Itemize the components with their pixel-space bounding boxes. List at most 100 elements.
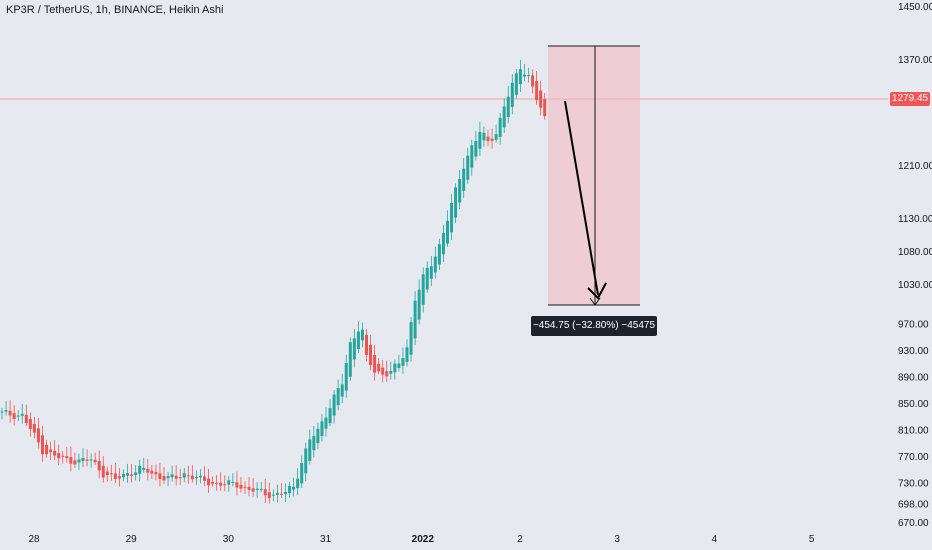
candle-bullish <box>320 421 324 436</box>
candle-bullish <box>182 473 186 478</box>
candle-bearish <box>490 138 494 141</box>
candle-bullish <box>77 459 81 463</box>
candle-bullish <box>450 202 454 233</box>
x-tick-label: 4 <box>712 534 718 545</box>
candle-bullish <box>4 410 8 412</box>
candle-bullish <box>271 494 275 496</box>
candle-bullish <box>360 329 364 341</box>
candle-bullish <box>348 342 352 377</box>
candle-bearish <box>93 459 97 463</box>
y-tick-label: 1030.00 <box>898 280 932 291</box>
candle-bullish <box>227 480 231 485</box>
candle-bearish <box>535 80 539 101</box>
candle-bearish <box>223 484 227 486</box>
candle-bearish <box>263 489 267 496</box>
candle-bearish <box>267 492 271 499</box>
candle-bullish <box>138 465 142 474</box>
candle-bearish <box>130 474 134 476</box>
x-tick-label: 30 <box>223 534 235 545</box>
candle-bearish <box>174 475 178 479</box>
y-tick-label: 850.00 <box>898 399 929 410</box>
candle-bearish <box>8 410 12 416</box>
candle-bearish <box>219 482 223 486</box>
candle-bearish <box>243 486 247 488</box>
candle-bullish <box>142 467 146 470</box>
candlestick-series <box>0 59 547 504</box>
candle-bullish <box>81 458 85 461</box>
candle-bullish <box>498 117 502 137</box>
candle-bullish <box>510 82 514 107</box>
candle-bullish <box>255 488 259 490</box>
candle-bullish <box>433 256 437 273</box>
candle-bullish <box>393 363 397 373</box>
candle-bullish <box>466 155 470 180</box>
candle-bullish <box>20 413 24 416</box>
candle-bearish <box>279 493 283 495</box>
price-range-measure <box>548 45 640 306</box>
candle-bullish <box>458 179 462 203</box>
candle-bullish <box>470 145 474 168</box>
candle-bearish <box>105 471 109 476</box>
candle-bearish <box>162 476 166 481</box>
y-tick-label: 770.00 <box>898 452 929 463</box>
candle-bullish <box>284 491 287 495</box>
candle-bullish <box>170 474 174 478</box>
candle-bullish <box>0 411 4 413</box>
candle-bearish <box>150 470 154 474</box>
candle-bullish <box>417 289 421 320</box>
price-axis: 1450.00 1370.00 1210.00 1130.00 1080.00 1030.… <box>898 2 932 529</box>
candle-bullish <box>506 96 510 118</box>
candle-bearish <box>73 460 77 465</box>
candle-bullish <box>441 232 445 255</box>
candle-bullish <box>89 459 93 461</box>
candle-bullish <box>198 475 202 478</box>
x-tick-label: 28 <box>28 534 40 545</box>
candle-bullish <box>336 388 340 406</box>
candle-bearish <box>97 460 101 471</box>
candle-bearish <box>158 473 162 479</box>
y-tick-label: 970.00 <box>898 320 929 331</box>
candle-bearish <box>239 484 243 489</box>
candle-bearish <box>69 457 73 464</box>
candle-bearish <box>146 468 150 473</box>
candle-bullish <box>312 436 316 451</box>
candle-bullish <box>304 448 308 474</box>
candle-bullish <box>409 322 413 355</box>
x-tick-label: 31 <box>320 534 332 545</box>
measure-label: −454.75 (−32.80%) −45475 <box>531 316 657 336</box>
candle-bearish <box>24 414 28 423</box>
candle-bearish <box>373 355 377 373</box>
candle-bearish <box>385 371 389 377</box>
candle-bearish <box>36 428 40 443</box>
candle-bullish <box>328 408 332 424</box>
candle-bullish <box>478 131 482 149</box>
candle-bullish <box>502 106 506 128</box>
candle-bullish <box>332 394 336 416</box>
candle-bullish <box>397 363 401 369</box>
y-tick-label: 1080.00 <box>898 247 932 258</box>
y-tick-label: 1370.00 <box>898 55 932 66</box>
y-tick-label: 810.00 <box>898 426 929 437</box>
candle-bearish <box>101 465 105 478</box>
candle-bullish <box>316 428 320 444</box>
candle-bullish <box>122 474 125 478</box>
candle-bullish <box>429 266 433 279</box>
candle-bearish <box>57 453 61 459</box>
candle-bullish <box>401 358 405 366</box>
candle-bullish <box>425 267 429 290</box>
candle-bearish <box>178 477 182 479</box>
candle-bearish <box>247 486 251 490</box>
candle-bullish <box>482 132 486 141</box>
candle-bullish <box>340 384 344 397</box>
candle-bearish <box>53 450 57 456</box>
candle-bullish <box>134 472 138 476</box>
candle-bullish <box>259 488 263 490</box>
trend-arrow-head <box>587 282 607 300</box>
candle-bullish <box>389 370 393 374</box>
candle-bullish <box>308 439 312 461</box>
x-tick-label: 2 <box>517 534 523 545</box>
candle-bearish <box>211 481 215 484</box>
candle-bullish <box>356 331 360 349</box>
